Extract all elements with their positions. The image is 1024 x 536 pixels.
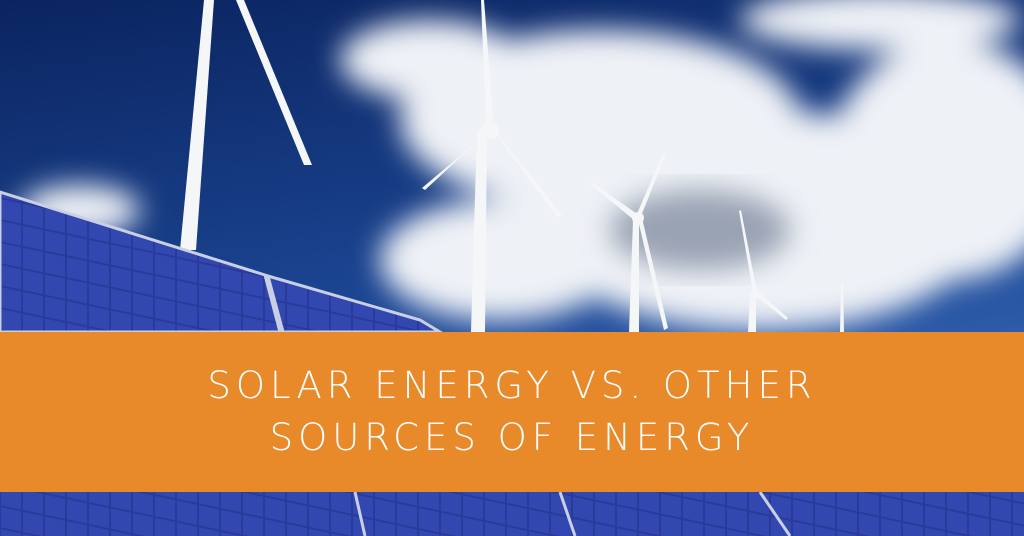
title-line: SOURCES OF ENERGY xyxy=(269,416,755,459)
turbines xyxy=(180,0,844,332)
title-line: SOLAR ENERGY VS. OTHER xyxy=(207,364,817,407)
cloud-shade xyxy=(610,190,790,270)
title-band: SOLAR ENERGY VS. OTHER SOURCES OF ENERGY xyxy=(0,332,1024,492)
